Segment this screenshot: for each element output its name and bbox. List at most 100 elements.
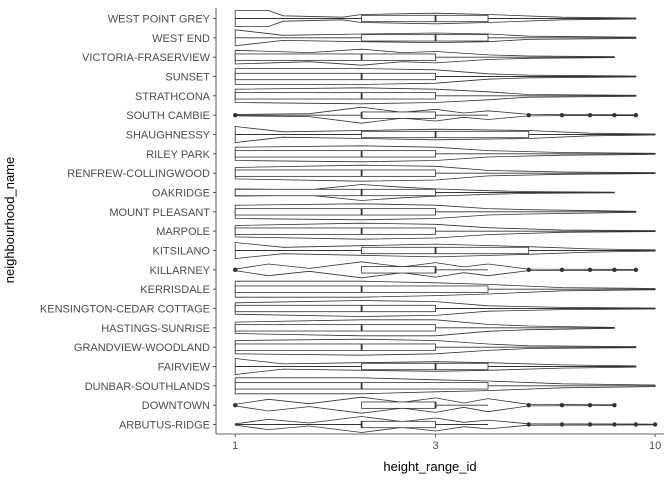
outlier-point <box>587 422 593 427</box>
neighbourhood-group <box>234 48 615 66</box>
y-axis: WEST POINT GREY WEST END VICTORIA-FRASERVI… <box>40 8 217 434</box>
x-tick-label: 3 <box>432 440 438 452</box>
y-tick-label: STRATHCONA <box>135 91 211 103</box>
outlier-point <box>587 112 593 118</box>
y-tick-label: KENSINGTON-CEDAR COTTAGE <box>40 304 210 316</box>
neighbourhood-group <box>234 87 637 105</box>
violin-shape <box>234 377 656 395</box>
outlier-point <box>526 402 531 408</box>
y-tick-label: HASTINGS-SUNRISE <box>101 323 210 335</box>
outlier-point <box>612 112 617 118</box>
iqr-box <box>361 401 436 409</box>
neighbourhood-group <box>234 222 656 240</box>
outlier-point <box>559 112 565 118</box>
outlier-point <box>233 267 238 273</box>
iqr-box <box>234 188 436 197</box>
neighbourhood-group <box>234 145 656 163</box>
y-tick-label: MOUNT PLEASANT <box>109 207 210 219</box>
neighbourhood-group <box>233 396 617 414</box>
y-tick-label: WEST END <box>152 33 210 45</box>
outlier-point <box>612 422 617 427</box>
outlier-point <box>612 267 617 273</box>
violin-shape <box>234 29 637 47</box>
violin-shape <box>234 126 656 143</box>
neighbourhood-group <box>234 338 637 356</box>
neighbourhood-group <box>234 319 615 337</box>
y-tick-label: KILLARNEY <box>149 265 210 277</box>
violin-shape <box>234 300 656 317</box>
iqr-box <box>234 227 436 235</box>
iqr-box <box>234 343 436 351</box>
neighbourhood-group <box>234 29 637 47</box>
neighbourhood-group <box>234 10 637 27</box>
iqr-box <box>361 420 436 429</box>
neighbourhood-group <box>234 377 656 395</box>
iqr-box <box>361 130 530 139</box>
x-axis: 1 3 10 <box>216 433 664 452</box>
outlier-point <box>233 402 238 408</box>
violin-shape <box>234 145 656 163</box>
neighbourhood-group <box>233 106 639 124</box>
neighbourhood-group <box>234 300 656 317</box>
neighbourhood-group <box>234 416 658 433</box>
y-axis-title: neighbourhood_name <box>2 157 17 284</box>
neighbourhood-group <box>234 203 637 221</box>
outlier-point <box>559 402 565 408</box>
outlier-point <box>233 112 238 118</box>
plot-area <box>233 10 658 433</box>
neighbourhood-group <box>234 242 656 259</box>
violin-shape <box>234 338 637 356</box>
violin-shape <box>234 319 615 337</box>
outlier-point <box>633 112 639 118</box>
outlier-point <box>652 422 658 427</box>
neighbourhood-group <box>234 358 637 375</box>
y-tick-label: RILEY PARK <box>146 149 210 161</box>
iqr-box <box>361 266 436 274</box>
outlier-point <box>633 422 639 427</box>
y-tick-label: KITSILANO <box>153 246 211 258</box>
y-tick-label: MARPOLE <box>156 226 210 238</box>
iqr-box <box>234 324 436 332</box>
iqr-box <box>234 72 436 81</box>
iqr-box <box>234 53 436 61</box>
iqr-box <box>234 208 436 216</box>
x-tick-label: 1 <box>232 440 238 452</box>
iqr-box <box>234 150 436 158</box>
y-tick-label: RENFREW-COLLINGWOOD <box>67 168 210 180</box>
y-tick-label: SHAUGHNESSY <box>126 130 211 142</box>
violin-shape <box>234 242 656 259</box>
outlier-point <box>559 267 565 273</box>
neighbourhood-group <box>234 184 615 201</box>
outlier-point <box>612 402 617 408</box>
outlier-point <box>526 422 531 427</box>
y-tick-label: SOUTH CAMBIE <box>126 110 210 122</box>
x-tick-label: 10 <box>649 440 661 452</box>
violin-shape <box>234 203 637 221</box>
y-tick-label: ARBUTUS-RIDGE <box>119 420 210 432</box>
violin-shape <box>234 280 656 298</box>
iqr-box <box>361 111 436 119</box>
violin-shape <box>234 10 637 27</box>
y-tick-label: GRANDVIEW-WOODLAND <box>74 342 210 354</box>
y-tick-label: KERRISDALE <box>140 284 210 296</box>
y-tick-label: DOWNTOWN <box>142 400 210 412</box>
violin-shape <box>234 358 637 375</box>
x-axis-title: height_range_id <box>383 459 476 474</box>
neighbourhood-group <box>234 164 656 182</box>
outlier-point <box>587 267 593 273</box>
iqr-box <box>361 14 489 23</box>
y-tick-label: SUNSET <box>165 72 210 84</box>
y-tick-label: OAKRIDGE <box>152 188 210 200</box>
y-tick-label: VICTORIA-FRASERVIEW <box>82 52 211 64</box>
violin-shape <box>234 68 637 85</box>
iqr-box <box>234 92 436 100</box>
outlier-point <box>526 112 531 118</box>
iqr-box <box>361 246 530 255</box>
neighbourhood-group <box>234 68 637 85</box>
violin-shape <box>234 87 637 105</box>
outlier-point <box>633 267 639 273</box>
y-tick-label: DUNBAR-SOUTHLANDS <box>85 381 210 393</box>
outlier-point <box>526 267 531 273</box>
y-tick-label: FAIRVIEW <box>158 362 211 374</box>
